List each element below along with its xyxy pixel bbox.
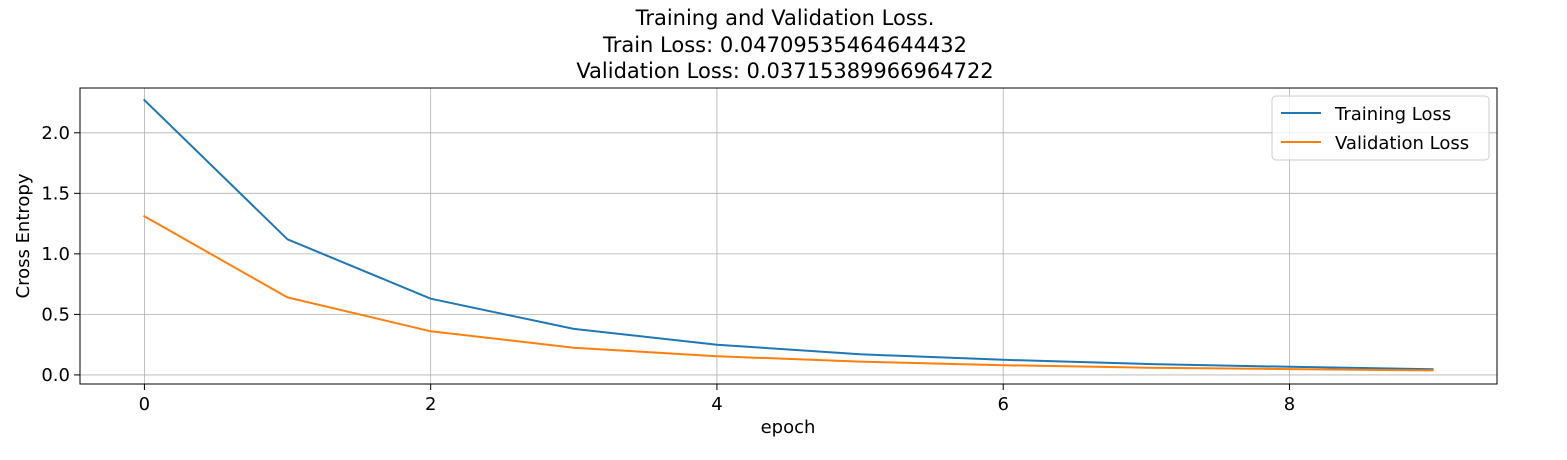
legend-label-training: Training Loss (1334, 104, 1451, 125)
x-tick-label: 6 (997, 394, 1008, 415)
y-tick-label: 0.0 (41, 365, 70, 386)
axis-ticks: 0 2 4 6 8 0.0 0.5 1.0 1.5 2.0 (41, 123, 1295, 415)
plot-series (142, 98, 1434, 372)
chart-title-line-1: Training and Validation Loss. (635, 6, 935, 30)
y-tick-label: 1.5 (41, 183, 70, 204)
x-tick-label: 2 (425, 394, 436, 415)
x-tick-label: 4 (711, 394, 722, 415)
validation-loss-line (143, 214, 1434, 372)
y-axis-label: Cross Entropy (13, 173, 34, 298)
axes-frame (79, 87, 1498, 385)
y-tick-label: 2.0 (41, 123, 70, 144)
x-tick-label: 0 (139, 394, 150, 415)
x-tick-label: 8 (1284, 394, 1295, 415)
legend-label-validation: Validation Loss (1335, 133, 1469, 154)
y-tick-label: 1.0 (41, 244, 70, 265)
x-axis-label: epoch (761, 417, 816, 438)
grid-lines (80, 88, 1497, 384)
y-tick-label: 0.5 (41, 304, 70, 325)
training-loss-line (142, 98, 1434, 371)
chart-title-line-3: Validation Loss: 0.03715389966964722 (576, 59, 993, 83)
chart-title-line-2: Train Loss: 0.04709535464644432 (602, 33, 967, 57)
chart-title: Training and Validation Loss. Train Loss… (576, 6, 993, 83)
legend-box (1271, 95, 1490, 161)
legend: Training Loss Validation Loss (1271, 95, 1490, 161)
